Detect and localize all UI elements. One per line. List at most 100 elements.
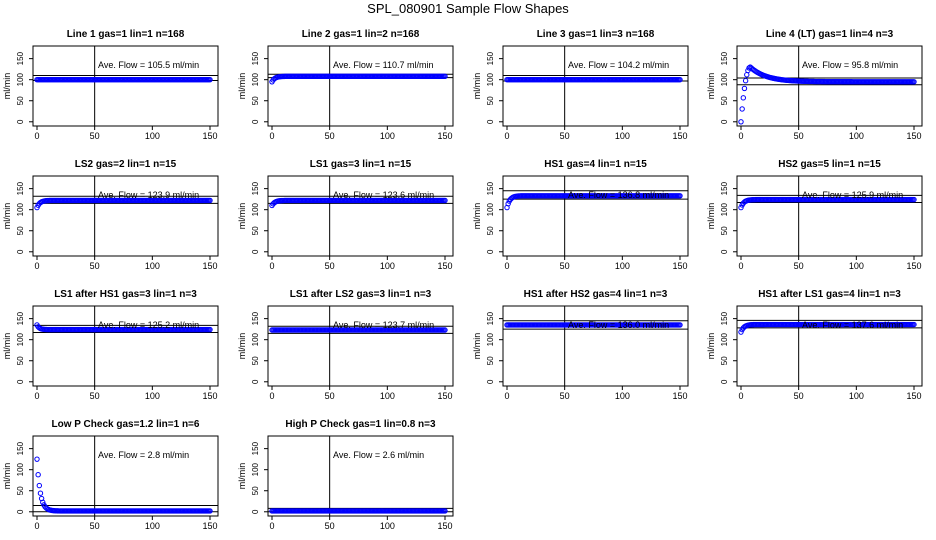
y-tick-label: 50	[16, 486, 25, 495]
x-tick-label: 150	[906, 131, 921, 141]
x-tick-label: 0	[269, 391, 274, 401]
y-tick-label: 150	[486, 181, 495, 195]
panel-10: LS1 after LS2 gas=3 lin=1 n=3 0 50 100 150 0 5…	[237, 289, 454, 401]
x-tick-label: 50	[90, 261, 100, 271]
x-tick-label: 100	[145, 391, 160, 401]
panel-title: High P Check gas=1 lin=0.8 n=3	[285, 419, 436, 430]
x-tick-label: 0	[269, 131, 274, 141]
plot-frame	[32, 45, 219, 127]
x-tick-label: 50	[325, 131, 335, 141]
x-tick-label: 150	[437, 521, 452, 531]
x-tick-label: 100	[145, 131, 160, 141]
y-tick-label: 50	[16, 226, 25, 235]
x-tick-label: 0	[34, 261, 39, 271]
data-series	[269, 508, 448, 514]
panel-7: HS1 gas=4 lin=1 n=15 0 50 100 150 0 50 100 150 ml…	[472, 159, 689, 271]
data-point	[744, 72, 750, 78]
x-tick-label: 150	[202, 131, 217, 141]
y-tick-label: 150	[486, 51, 495, 65]
y-tick-label: 50	[720, 96, 729, 105]
y-tick-label: 150	[251, 51, 260, 65]
y-axis-label: ml/min	[2, 73, 12, 100]
average-flow-annotation: Ave. Flow = 95.8 ml/min	[802, 60, 898, 70]
y-axis-label: ml/min	[2, 463, 12, 490]
data-point	[677, 193, 683, 199]
data-point	[741, 85, 748, 92]
x-tick-label: 50	[90, 391, 100, 401]
data-point	[738, 329, 744, 335]
x-tick-label: 150	[672, 131, 687, 141]
data-series	[504, 322, 683, 328]
data-point	[911, 321, 917, 328]
y-tick-label: 50	[486, 226, 495, 235]
data-series	[34, 76, 213, 83]
y-tick-label: 0	[251, 379, 260, 384]
panel-14: High P Check gas=1 lin=0.8 n=3 0 50 100 150 0…	[237, 419, 454, 531]
y-tick-label: 50	[486, 356, 495, 365]
y-axis-label: ml/min	[472, 203, 482, 230]
average-flow-annotation: Ave. Flow = 136.8 ml/min	[568, 190, 669, 200]
y-tick-label: 0	[16, 509, 25, 514]
plot-frame	[502, 175, 689, 257]
data-point	[442, 197, 448, 204]
panel-9: LS1 after HS1 gas=3 lin=1 n=3 0 50 100 150 0 5…	[2, 289, 219, 401]
x-tick-label: 100	[615, 391, 630, 401]
plot-frame	[736, 175, 923, 257]
y-tick-label: 50	[251, 486, 260, 495]
y-tick-label: 50	[251, 226, 260, 235]
y-tick-label: 100	[720, 202, 729, 216]
panel-title: HS2 gas=5 lin=1 n=15	[778, 159, 881, 170]
y-tick-label: 0	[251, 509, 260, 514]
y-axis-label: ml/min	[472, 333, 482, 360]
y-tick-label: 0	[251, 119, 260, 124]
y-tick-label: 100	[16, 202, 25, 216]
y-tick-label: 0	[16, 379, 25, 384]
x-tick-label: 50	[560, 391, 570, 401]
y-tick-label: 50	[720, 226, 729, 235]
average-flow-annotation: Ave. Flow = 2.8 ml/min	[98, 450, 189, 460]
x-tick-label: 50	[325, 391, 335, 401]
x-tick-label: 50	[325, 261, 335, 271]
y-axis-label: ml/min	[237, 203, 247, 230]
y-tick-label: 0	[251, 249, 260, 254]
data-point	[911, 196, 917, 203]
average-flow-annotation: Ave. Flow = 123.9 ml/min	[98, 190, 199, 200]
x-tick-label: 150	[672, 261, 687, 271]
panel-title: HS1 gas=4 lin=1 n=15	[544, 159, 647, 170]
data-series	[34, 197, 213, 211]
plot-frame	[32, 175, 219, 257]
plot-frame	[502, 45, 689, 127]
panel-5: LS2 gas=2 lin=1 n=15 0 50 100 150 0 50 100 150 ml…	[2, 159, 219, 271]
panel-title: LS1 gas=3 lin=1 n=15	[310, 159, 412, 170]
y-tick-label: 100	[251, 462, 260, 476]
data-point	[746, 65, 752, 71]
panel-title: Line 2 gas=1 lin=2 n=168	[302, 29, 420, 40]
y-tick-label: 50	[720, 356, 729, 365]
y-tick-label: 150	[486, 311, 495, 325]
x-tick-label: 0	[34, 131, 39, 141]
data-point	[740, 95, 747, 101]
plot-frame	[32, 305, 219, 387]
y-axis-label: ml/min	[237, 463, 247, 490]
x-tick-label: 100	[380, 261, 395, 271]
average-flow-annotation: Ave. Flow = 104.2 ml/min	[568, 60, 669, 70]
y-tick-label: 0	[486, 379, 495, 384]
y-axis-label: ml/min	[472, 73, 482, 100]
y-tick-label: 50	[16, 96, 25, 105]
x-tick-label: 50	[90, 521, 100, 531]
panel-8: HS2 gas=5 lin=1 n=15 0 50 100 150 0 50 100 150 ml…	[706, 159, 923, 271]
x-tick-label: 0	[738, 261, 743, 271]
data-point	[40, 499, 46, 505]
data-point	[742, 78, 749, 84]
y-tick-label: 100	[16, 462, 25, 476]
data-point	[207, 326, 213, 333]
data-point	[738, 204, 744, 211]
x-tick-label: 0	[504, 391, 509, 401]
data-point	[37, 490, 44, 496]
y-tick-label: 100	[486, 72, 495, 86]
y-tick-label: 100	[251, 72, 260, 86]
plot-frame	[267, 305, 454, 387]
x-tick-label: 0	[269, 261, 274, 271]
plot-frame	[267, 45, 454, 127]
data-point	[36, 482, 43, 489]
